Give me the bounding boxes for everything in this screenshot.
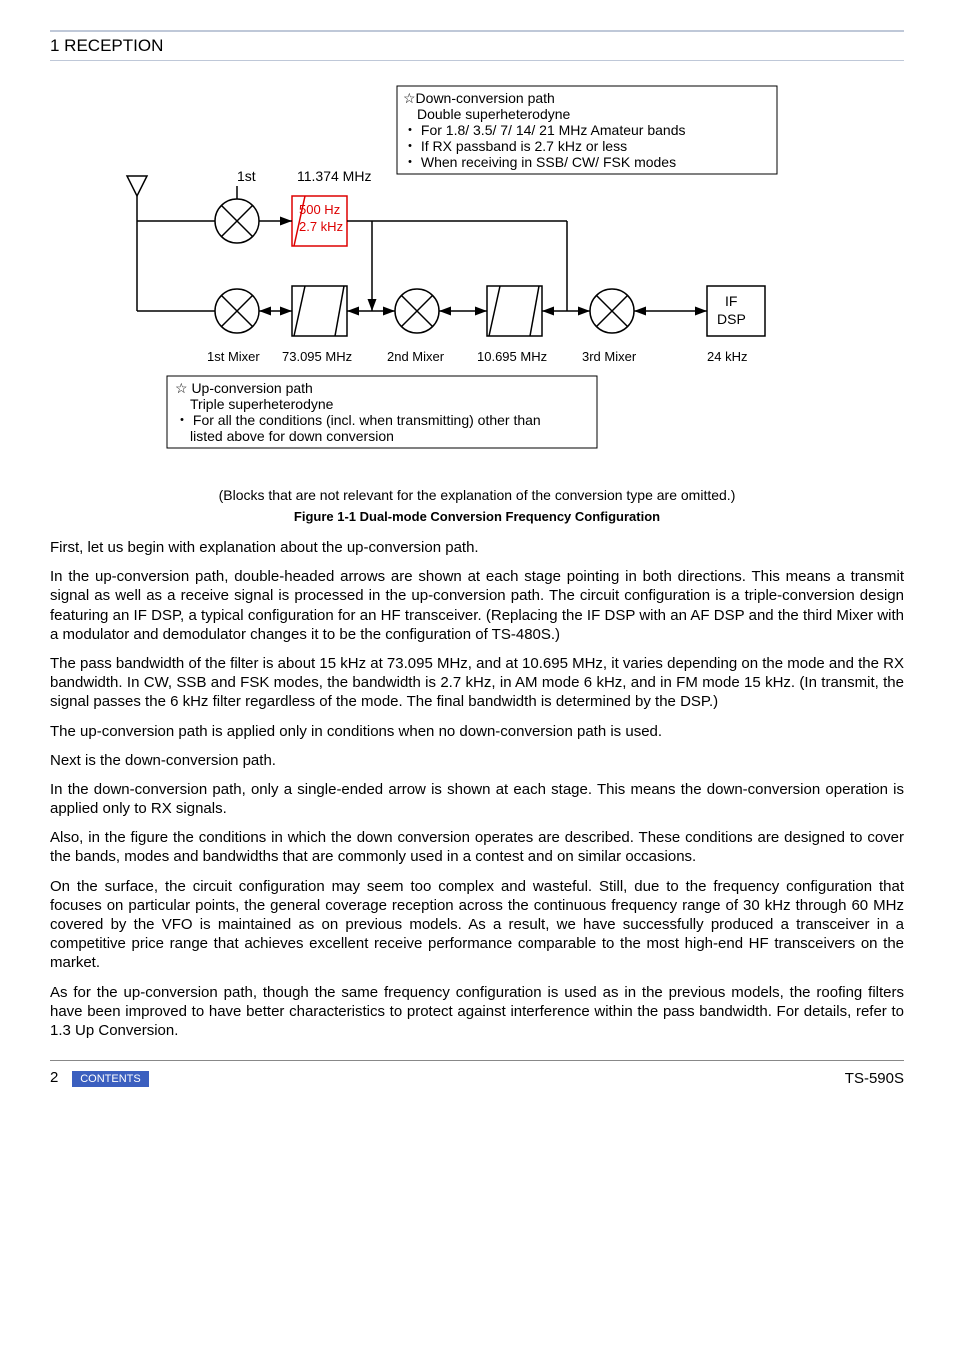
body-p2: In the up-conversion path, double-headed… (50, 567, 904, 644)
up-l1: ☆ Up-conversion path (175, 380, 313, 396)
body-p6: In the down-conversion path, only a sing… (50, 780, 904, 818)
figure-note: (Blocks that are not relevant for the ex… (107, 487, 847, 503)
down-l5: ・ When receiving in SSB/ CW/ FSK modes (403, 154, 676, 170)
down-l2: Double superheterodyne (417, 106, 571, 122)
down-l3: ・ For 1.8/ 3.5/ 7/ 14/ 21 MHz Amateur ba… (403, 122, 685, 138)
body-p1: First, let us begin with explanation abo… (50, 538, 904, 557)
diagram-svg: ☆Down-conversion path Double superhetero… (107, 81, 847, 481)
down-l4: ・ If RX passband is 2.7 kHz or less (403, 138, 627, 154)
filter-27: 2.7 kHz (299, 219, 343, 234)
if-label: IF (725, 293, 737, 309)
up-l2: Triple superheterodyne (190, 396, 334, 412)
first-label: 1st (237, 168, 256, 184)
section-title: 1 RECEPTION (50, 36, 163, 55)
lbl-m1: 1st Mixer (207, 349, 260, 364)
lbl-f3: 24 kHz (707, 349, 747, 364)
figure-wrap: ☆Down-conversion path Double superhetero… (107, 81, 847, 524)
contents-button[interactable]: CONTENTS (72, 1071, 149, 1087)
lbl-f2: 10.695 MHz (477, 349, 547, 364)
body-p8: On the surface, the circuit configuratio… (50, 877, 904, 973)
body-p4: The up-conversion path is applied only i… (50, 722, 904, 741)
dsp-label: DSP (717, 311, 746, 327)
section-header: 1 RECEPTION (50, 30, 904, 61)
filter-500: 500 Hz (299, 202, 340, 217)
model-label: TS-590S (845, 1070, 904, 1087)
body-p7: Also, in the figure the conditions in wh… (50, 828, 904, 866)
down-title: ☆Down-conversion path (403, 90, 555, 106)
body-p9: As for the up-conversion path, though th… (50, 983, 904, 1041)
lbl-m2: 2nd Mixer (387, 349, 445, 364)
body-p5: Next is the down-conversion path. (50, 751, 904, 770)
up-l3: ・ For all the conditions (incl. when tra… (175, 412, 541, 428)
lbl-f1: 73.095 MHz (282, 349, 352, 364)
body-p3: The pass bandwidth of the filter is abou… (50, 654, 904, 712)
page-footer: 2 CONTENTS TS-590S (50, 1060, 904, 1087)
first-freq: 11.374 MHz (297, 168, 371, 184)
figure-caption: Figure 1-1 Dual-mode Conversion Frequenc… (107, 509, 847, 524)
up-l4: listed above for down conversion (190, 428, 394, 444)
page-number: 2 (50, 1069, 58, 1086)
lbl-m3: 3rd Mixer (582, 349, 637, 364)
